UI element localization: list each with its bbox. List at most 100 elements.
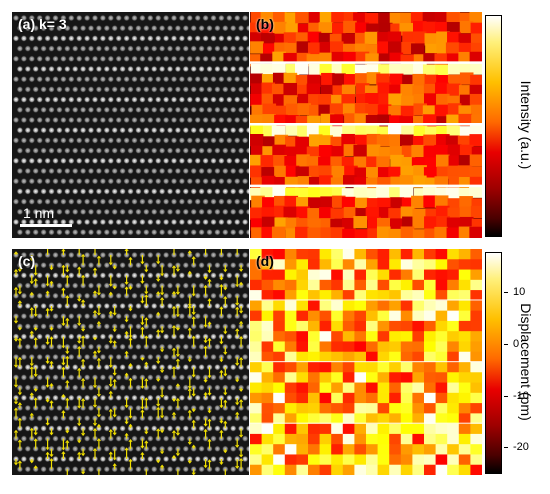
displacement-arrowhead	[140, 322, 145, 326]
atom-column	[229, 106, 237, 114]
atom-column	[99, 251, 107, 259]
displacement-cell	[261, 413, 274, 425]
displacement-cell	[261, 454, 274, 466]
band-separator	[250, 361, 482, 363]
atom-column	[28, 14, 36, 22]
atom-column	[91, 35, 99, 42]
intensity-cell	[446, 217, 461, 230]
displacement-arrowhead	[33, 432, 38, 436]
displacement-arrowhead	[112, 463, 117, 467]
displacement-cell	[308, 269, 321, 281]
intensity-cell	[412, 73, 427, 87]
atom-column	[229, 261, 237, 269]
displacement-cell	[319, 249, 332, 260]
atom-column	[154, 177, 162, 185]
atom-column	[229, 302, 237, 310]
atom-column	[40, 343, 47, 351]
intensity-cell	[458, 85, 473, 98]
displacement-arrowhead	[219, 284, 224, 288]
atom-column	[225, 96, 233, 103]
atom-column	[71, 45, 79, 52]
displacement-cell	[458, 403, 471, 414]
displacement-cell	[296, 331, 309, 342]
atom-column	[83, 35, 91, 42]
atom-column	[107, 394, 115, 402]
atom-column	[245, 363, 249, 371]
displacement-arrowhead	[14, 429, 18, 433]
atom-column	[245, 228, 249, 236]
atom-column	[190, 86, 198, 93]
displacement-cell	[435, 320, 448, 332]
displacement-arrowhead	[29, 258, 34, 262]
atom-column	[146, 353, 154, 361]
atom-column	[52, 35, 59, 42]
intensity-cell	[354, 103, 369, 116]
displacement-cell	[342, 269, 355, 281]
intensity-cell	[353, 216, 368, 229]
atom-column	[214, 384, 221, 391]
atom-column	[16, 45, 24, 52]
displacement-cell	[342, 454, 355, 466]
atom-column	[60, 75, 67, 83]
displacement-arrowhead	[160, 394, 165, 398]
intensity-cell	[283, 32, 298, 45]
displacement-arrowhead	[207, 418, 212, 422]
atom-column	[150, 188, 158, 195]
displacement-arrowhead	[175, 327, 180, 331]
displacement-cell	[342, 362, 355, 373]
displacement-cell	[296, 249, 309, 260]
atom-column	[12, 292, 20, 300]
displacement-cell	[458, 341, 471, 353]
atom-column	[214, 167, 221, 175]
displacement-cell	[273, 259, 286, 271]
atom-column	[75, 35, 83, 42]
atom-column	[245, 188, 249, 195]
atom-column	[233, 333, 241, 340]
atom-column	[60, 394, 67, 402]
displacement-arrowhead	[29, 460, 34, 464]
atom-column	[182, 167, 190, 175]
atom-column	[36, 96, 44, 103]
displacement-cell	[296, 423, 309, 435]
atom-column	[218, 198, 225, 206]
displacement-cell	[308, 444, 321, 455]
atom-column	[12, 177, 20, 185]
intensity-cell	[296, 206, 310, 219]
atom-column	[186, 35, 194, 42]
atom-column	[237, 126, 245, 134]
displacement-arrowhead	[160, 349, 165, 353]
displacement-arrowhead	[219, 429, 224, 433]
displacement-arrowhead	[81, 358, 86, 362]
colorbar-tick-label: 0	[503, 337, 520, 350]
displacement-cell	[412, 362, 425, 373]
atom-column	[150, 228, 158, 236]
atom-column	[56, 188, 63, 195]
displacement-arrowhead	[223, 331, 228, 335]
atom-column	[107, 198, 115, 206]
atom-column	[127, 86, 134, 93]
intensity-cell	[251, 227, 265, 238]
atom-column	[67, 374, 75, 381]
atom-column	[32, 208, 40, 216]
atom-column	[182, 261, 190, 269]
displacement-cell	[400, 290, 413, 301]
displacement-cell	[377, 351, 390, 363]
atom-column	[162, 374, 170, 381]
displacement-cell	[319, 310, 332, 322]
atom-column	[233, 414, 241, 422]
displacement-cell	[296, 341, 309, 353]
atom-column	[87, 302, 95, 310]
atom-column	[190, 261, 198, 269]
displacement-arrowhead	[191, 409, 196, 413]
atom-column	[166, 208, 174, 216]
atom-column	[221, 343, 229, 351]
atom-column	[182, 465, 190, 473]
atom-column	[131, 35, 138, 42]
atom-column	[48, 167, 55, 175]
displacement-cell	[412, 454, 425, 466]
displacement-cell	[412, 392, 425, 404]
atom-column	[52, 353, 59, 361]
displacement-cell	[389, 372, 402, 384]
atom-column	[206, 465, 213, 473]
atom-column	[206, 167, 213, 175]
